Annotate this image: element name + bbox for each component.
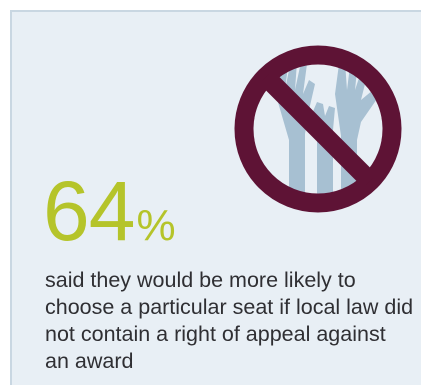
statistic: 64 % [43, 169, 176, 259]
no-raised-hands-icon [234, 45, 402, 213]
prohibition-icon [234, 45, 402, 213]
statistic-unit: % [136, 201, 176, 250]
statistic-value: 64 [43, 164, 135, 258]
statistic-caption: said they would be more likely to choose… [45, 268, 414, 373]
infographic-card: 64 % said they would be more likely to c… [10, 10, 421, 385]
